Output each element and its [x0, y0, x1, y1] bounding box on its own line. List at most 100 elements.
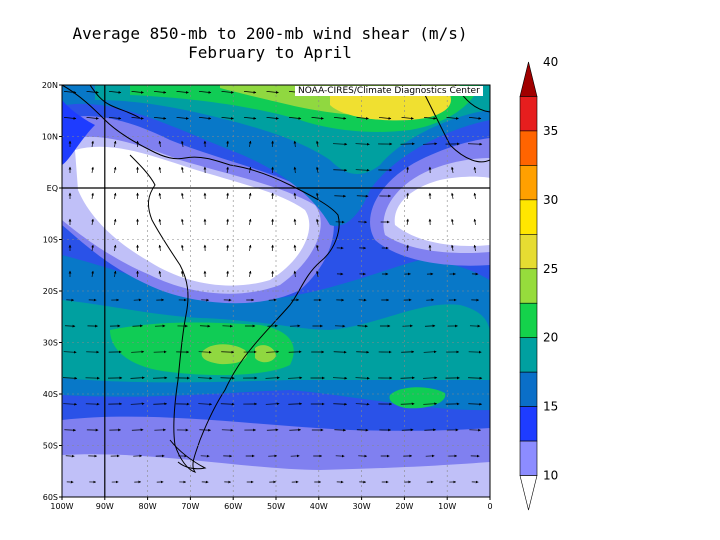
colorbar-swatch [519, 406, 538, 442]
wind-vector [91, 140, 94, 148]
wind-vector [113, 192, 117, 200]
wind-vector [468, 116, 482, 120]
wind-vector [131, 350, 145, 354]
wind-vector [378, 116, 392, 120]
wind-vector [221, 116, 234, 120]
y-tick-label: 50S [43, 442, 58, 451]
wind-vector [131, 90, 144, 94]
colorbar-label: 10 [543, 469, 558, 483]
wind-vector [220, 402, 235, 406]
wind-vector [113, 270, 117, 278]
wind-vector [63, 402, 78, 406]
colorbar-label: 25 [543, 262, 558, 276]
wind-vector [355, 142, 370, 146]
wind-vector [181, 244, 184, 252]
wind-vector [63, 376, 78, 380]
wind-vector [401, 116, 414, 120]
wind-vector [451, 166, 454, 174]
wind-vector [400, 142, 415, 146]
wind-vector [181, 140, 184, 148]
x-tick-label: 100W [50, 502, 73, 511]
wind-vector [333, 116, 347, 120]
wind-vector [158, 192, 162, 200]
credit-label: NOAA-CIRES/Climate Diagnostics Center [295, 86, 483, 96]
wind-vector [108, 90, 122, 94]
wind-vector [113, 244, 117, 252]
wind-vector [265, 376, 280, 380]
x-tick-label: 40W [310, 502, 328, 511]
wind-vector [473, 192, 477, 200]
wind-vector [316, 244, 319, 252]
wind-vector [288, 350, 302, 354]
y-axis-labels: 20N 10N EQ 10S 20S 30S 40S 50S 60S [42, 81, 58, 502]
wind-vector [158, 244, 162, 252]
wind-vector [63, 90, 77, 94]
wind-vector [423, 402, 438, 406]
wind-vector [226, 244, 229, 252]
wind-vector [176, 116, 189, 120]
wind-vector [316, 140, 319, 148]
wind-vector [400, 402, 415, 406]
colorbar-label: 35 [543, 124, 558, 138]
x-tick-label: 90W [96, 502, 114, 511]
wind-vector [446, 116, 459, 120]
wind-vector [198, 116, 212, 120]
wind-vector [311, 116, 324, 120]
colorbar-swatch [519, 371, 538, 407]
wind-vector [220, 376, 235, 380]
wind-vectors [63, 90, 483, 484]
colorbar-swatch [519, 61, 538, 97]
wind-vector [473, 244, 477, 252]
y-tick-label: 40S [43, 390, 58, 399]
wind-vector [198, 350, 212, 354]
wind-vector [406, 192, 409, 200]
wind-vector [176, 90, 189, 94]
wind-vector [333, 142, 348, 146]
colorbar-label: 15 [543, 400, 558, 414]
colorbar-swatch [519, 234, 538, 270]
wind-vector [113, 166, 117, 174]
colorbar-swatch [519, 337, 538, 373]
wind-vector [86, 116, 99, 120]
wind-vector [356, 116, 369, 120]
wind-vector [424, 428, 436, 432]
wind-vector [181, 270, 184, 278]
wind-vector [333, 350, 347, 354]
wind-vector [198, 376, 213, 380]
wind-vector [473, 218, 477, 226]
colorbar-label: 20 [543, 331, 558, 345]
y-tick-label: 20S [43, 287, 58, 296]
colorbar-swatch [519, 302, 538, 338]
wind-vector [288, 116, 302, 120]
wind-vector [356, 194, 369, 198]
colorbar-swatch [519, 440, 538, 476]
wind-vector [423, 350, 437, 354]
wind-vector [288, 376, 303, 380]
wind-vector [423, 376, 438, 380]
colorbar-swatch [519, 96, 538, 132]
wind-vector [293, 218, 297, 226]
wind-vector [63, 116, 77, 120]
y-tick-label: 20N [42, 81, 58, 90]
y-tick-label: 10S [43, 236, 58, 245]
wind-vector [316, 218, 319, 226]
wind-vector [181, 218, 184, 226]
wind-vector [130, 402, 145, 406]
wind-vector [248, 166, 252, 174]
y-tick-label: 60S [43, 493, 58, 502]
x-tick-label: 0 [487, 502, 492, 511]
wind-vector [451, 192, 454, 200]
colorbar-swatch [519, 268, 538, 304]
wind-vector [198, 402, 213, 406]
wind-vector [423, 116, 437, 120]
wind-vector [266, 116, 279, 120]
wind-vector [158, 166, 162, 174]
wind-vector [406, 218, 409, 226]
wind-vector [451, 244, 454, 252]
wind-vector [316, 192, 319, 200]
wind-vector [153, 116, 167, 120]
wind-vector [248, 270, 252, 278]
wind-vector [406, 244, 409, 252]
wind-vector [356, 350, 370, 354]
